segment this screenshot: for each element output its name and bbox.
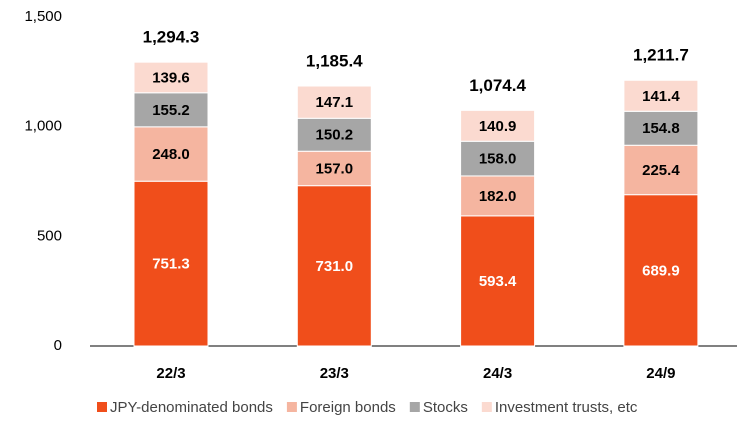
- data-label: 593.4: [479, 273, 517, 290]
- data-label: 182.0: [479, 188, 517, 205]
- bar-segment: [460, 175, 536, 217]
- bar-segment: [296, 117, 372, 152]
- legend-swatch: [286, 402, 297, 412]
- x-tick-label: 23/3: [320, 365, 349, 382]
- data-label: 157.0: [316, 160, 354, 177]
- data-label: 147.1: [316, 94, 354, 111]
- bar-segment: [623, 79, 699, 112]
- legend-label: Stocks: [423, 399, 468, 416]
- bar-segment: [623, 110, 699, 146]
- bar-segment: [133, 126, 209, 182]
- data-label: 155.2: [152, 102, 190, 119]
- legend-swatch: [97, 402, 107, 412]
- bar-segment: [460, 109, 536, 142]
- bar-segment: [623, 144, 699, 196]
- data-label: 139.6: [152, 69, 190, 86]
- data-label: 158.0: [479, 151, 517, 168]
- x-tick-label: 22/3: [156, 365, 185, 382]
- y-tick-label: 500: [37, 227, 62, 244]
- total-label: 1,211.7: [633, 46, 689, 65]
- y-tick-label: 1,500: [24, 8, 62, 25]
- y-tick-label: 1,000: [24, 118, 62, 135]
- bar-segment: [623, 194, 699, 347]
- bar-segment: [460, 140, 536, 177]
- legend-swatch: [481, 402, 492, 412]
- total-label: 1,294.3: [143, 28, 200, 47]
- legend-swatch: [409, 402, 420, 412]
- data-label: 225.4: [642, 162, 680, 179]
- data-label: 689.9: [642, 262, 680, 279]
- legend-label: JPY-denominated bonds: [110, 399, 273, 416]
- bar-segment: [133, 180, 209, 347]
- bar-segment: [133, 61, 209, 94]
- data-label: 248.0: [152, 146, 190, 163]
- data-label: 154.8: [642, 120, 680, 137]
- data-label: 141.4: [642, 88, 680, 105]
- total-label: 1,074.4: [469, 76, 526, 95]
- bar-segment: [460, 215, 536, 347]
- data-label: 140.9: [479, 118, 517, 135]
- data-label: 150.2: [316, 127, 354, 144]
- legend-label: Investment trusts, etc: [495, 399, 638, 416]
- data-label: 751.3: [152, 256, 190, 273]
- x-tick-label: 24/9: [646, 365, 675, 382]
- bar-segment: [296, 85, 372, 119]
- y-tick-label: 0: [54, 337, 62, 354]
- data-label: 731.0: [316, 258, 354, 275]
- legend-label: Foreign bonds: [300, 399, 396, 416]
- x-tick-label: 24/3: [483, 365, 512, 382]
- bar-segment: [296, 185, 372, 347]
- bar-segment: [296, 150, 372, 187]
- total-label: 1,185.4: [306, 51, 363, 70]
